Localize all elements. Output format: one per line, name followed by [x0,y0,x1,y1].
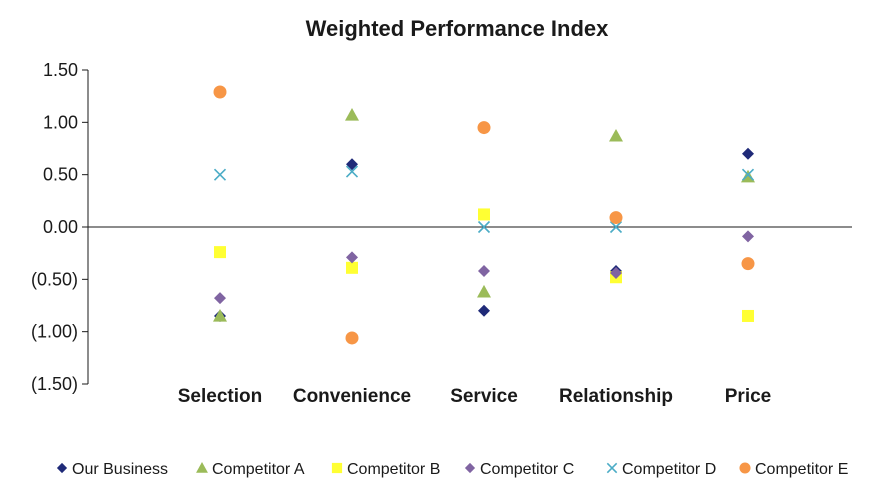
y-tick-label: 1.50 [43,60,78,80]
chart-title: Weighted Performance Index [306,16,610,41]
legend-marker-competitor-a [196,462,208,473]
point-our-business [742,147,754,160]
point-competitor-a [213,308,227,322]
legend-label-competitor-a: Competitor A [212,461,305,478]
category-label: Convenience [293,386,411,407]
legend-label-competitor-c: Competitor C [480,461,574,478]
point-our-business [478,304,490,317]
legend-label-our-business: Our Business [72,461,168,478]
point-competitor-c [214,292,226,305]
legend-marker-competitor-e [739,462,751,474]
point-competitor-b [214,246,226,259]
point-competitor-a [477,284,491,298]
y-tick-label: (1.50) [31,374,78,394]
point-our-business [346,158,358,171]
point-competitor-d [213,168,227,181]
category-label: Selection [178,386,262,407]
legend-label-competitor-b: Competitor B [347,461,440,478]
y-tick-label: 0.00 [43,217,78,237]
point-competitor-e [609,211,623,225]
y-tick-label: 0.50 [43,165,78,185]
point-competitor-c [742,230,754,243]
point-competitor-e [741,257,755,271]
point-competitor-d [345,165,359,178]
point-competitor-a [609,128,623,142]
point-competitor-e [213,85,227,99]
point-competitor-c [610,267,622,280]
chart-axes [87,70,852,384]
point-competitor-b [478,208,490,221]
y-axis-tick-labels: 1.50 1.00 0.50 0.00 (0.50) (1.00) (1.50) [31,60,88,394]
y-tick-label: (1.00) [31,322,78,342]
category-labels: Selection Convenience Service Relationship P… [178,386,771,407]
legend-marker-competitor-b [331,462,343,474]
legend-label-competitor-e: Competitor E [755,461,848,478]
point-competitor-b [346,261,358,274]
point-competitor-c [478,264,490,277]
point-competitor-a [345,108,359,121]
point-competitor-b [742,309,754,322]
point-competitor-e [477,121,491,135]
category-label: Relationship [559,386,673,407]
legend: Our Business Competitor A Competitor B Comp… [56,461,848,478]
category-label: Price [725,386,771,407]
data-points [213,85,755,345]
category-label: Service [450,386,518,407]
point-competitor-d [609,220,623,234]
legend-marker-competitor-d [606,462,618,474]
point-competitor-d [477,220,491,234]
y-tick-label: (0.50) [31,269,78,289]
legend-marker-competitor-c [464,462,476,474]
point-competitor-c [346,251,358,264]
y-tick-label: 1.00 [43,112,78,132]
point-competitor-d [741,168,755,181]
legend-label-competitor-d: Competitor D [622,461,716,478]
legend-marker-our-business [56,462,68,474]
point-competitor-e [345,331,359,345]
